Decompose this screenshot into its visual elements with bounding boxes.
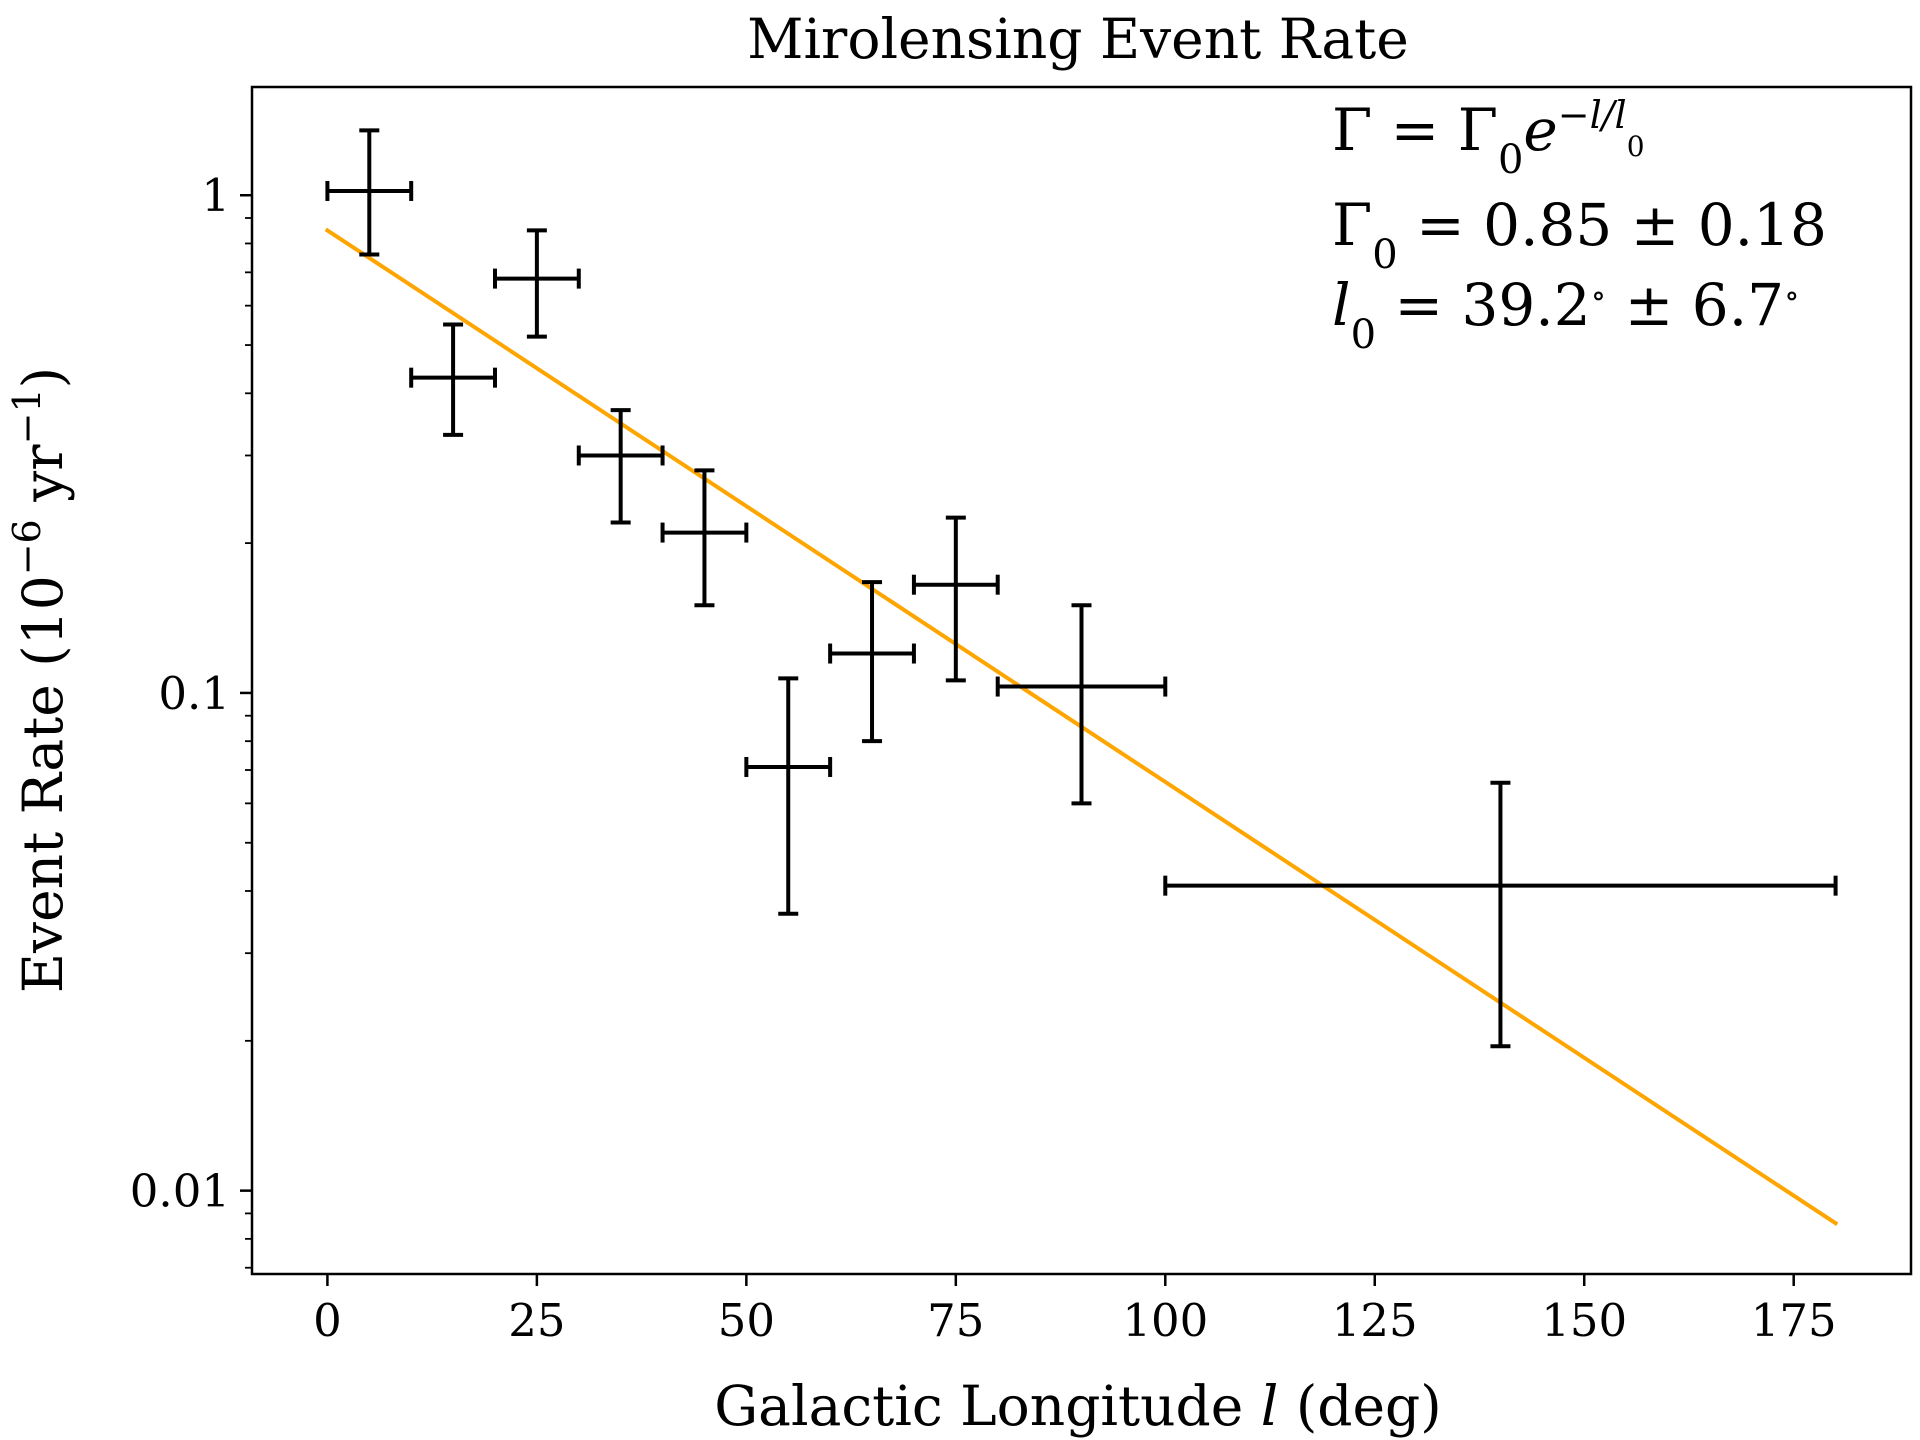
data-point — [911, 515, 1000, 683]
data-point — [828, 580, 916, 744]
ann1-exp-sub: 0 — [1627, 130, 1645, 163]
x-tick-label: 50 — [718, 1294, 775, 1347]
ann1-prefix: Γ = Γ — [1332, 96, 1498, 164]
data-point — [1163, 780, 1838, 1049]
x-axis-label-var: l — [1261, 1374, 1279, 1438]
fit-annotation: Γ = Γ0e−l/l0 Γ0 = 0.85 ± 0.18 l0 = 39.2∘… — [1332, 93, 1827, 358]
y-axis-label-text: Event Rate (10 — [11, 575, 75, 993]
errorbar-layer — [325, 128, 1838, 1049]
y-axis-label-unit-exp: −1 — [5, 388, 49, 444]
ann3-deg1: ∘ — [1591, 276, 1607, 314]
y-tick-label: 1 — [201, 169, 230, 222]
x-tick-label: 0 — [313, 1294, 342, 1347]
annotation-line-1: Γ = Γ0e−l/l0 — [1332, 93, 1645, 183]
annotation-line-3: l0 = 39.2∘ ± 6.7∘ — [1332, 271, 1800, 358]
x-axis-label-text: Galactic Longitude — [714, 1374, 1243, 1438]
x-tick-label: 25 — [508, 1294, 565, 1347]
y-axis-label: Event Rate (10−6 yr−1) — [5, 367, 75, 993]
data-point — [409, 322, 497, 437]
y-tick-label: 0.01 — [130, 1165, 230, 1218]
ann1-e: e — [1523, 96, 1557, 164]
chart-title: Mirolensing Event Rate — [747, 7, 1409, 71]
data-point — [492, 228, 581, 339]
ann2-prefix: Γ — [1332, 191, 1372, 259]
x-tick-label: 75 — [927, 1294, 984, 1347]
ann1-sub: 0 — [1498, 137, 1523, 183]
x-tick-label: 100 — [1122, 1294, 1208, 1347]
ann3-sub: 0 — [1351, 312, 1376, 358]
ann2-rest: = 0.85 ± 0.18 — [1398, 191, 1827, 259]
ann3-b: ± 6.7 — [1606, 271, 1784, 339]
y-axis-label-close: ) — [11, 367, 75, 388]
y-tick-label: 0.1 — [158, 667, 230, 720]
data-point — [325, 128, 414, 257]
x-axis-label-unit: (deg) — [1296, 1374, 1442, 1438]
data-point — [744, 676, 833, 916]
data-point — [995, 603, 1168, 806]
plot-frame — [250, 85, 1913, 1276]
y-axis-ticks: 1 0.1 0.01 — [130, 169, 252, 1218]
x-tick-label: 125 — [1332, 1294, 1418, 1347]
ann3-deg2: ∘ — [1784, 276, 1800, 314]
x-tick-label: 175 — [1751, 1294, 1837, 1347]
x-axis-ticks: 0 25 50 75 100 125 150 175 — [313, 1274, 1837, 1347]
ann3-prefix: l — [1332, 271, 1351, 339]
ann1-exp: −l/l — [1558, 93, 1627, 137]
y-axis-label-exp: −6 — [5, 519, 49, 575]
ann2-sub: 0 — [1372, 232, 1397, 278]
x-axis-label: Galactic Longitude l (deg) — [714, 1374, 1441, 1438]
y-axis-label-unit: yr — [11, 444, 75, 520]
ann3-a: = 39.2 — [1376, 271, 1591, 339]
data-point — [576, 408, 665, 525]
data-point — [660, 468, 749, 608]
annotation-line-2: Γ0 = 0.85 ± 0.18 — [1332, 191, 1827, 278]
x-tick-label: 150 — [1541, 1294, 1627, 1347]
